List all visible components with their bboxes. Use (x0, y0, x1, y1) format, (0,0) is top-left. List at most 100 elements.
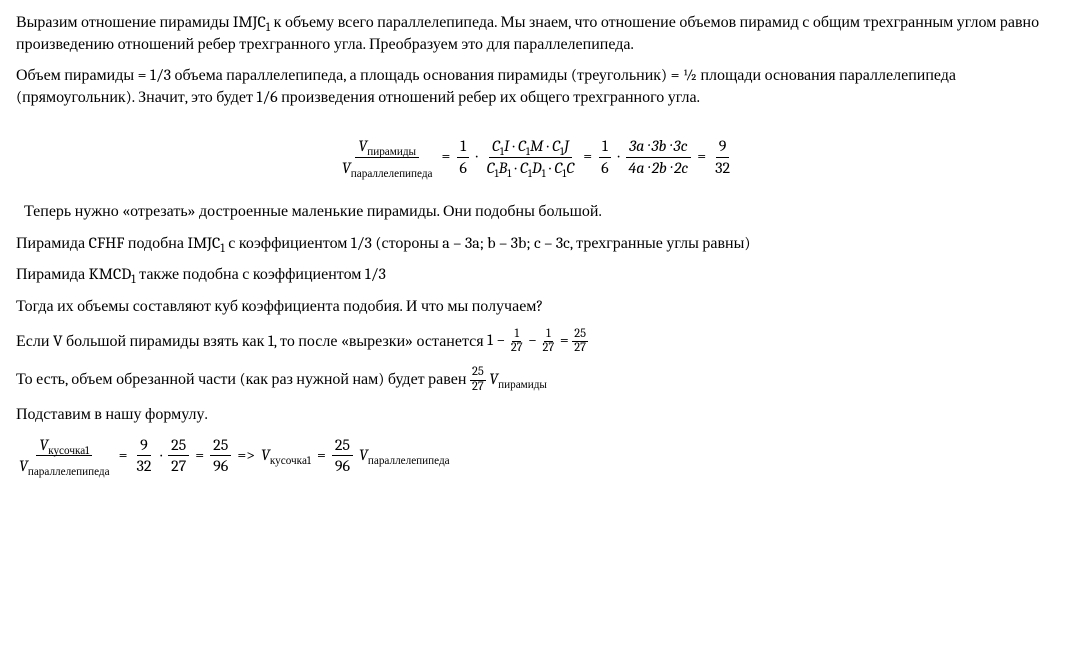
paragraph-1: Выразим отношение пирамиды IMJC1 к объем… (16, 12, 1056, 55)
formula-final: Vкусочка1 Vпараллелепипеда = 9 32 · 25 2… (16, 436, 1056, 476)
paragraph-5: Пирамида KMCD1 также подобна с коэффицие… (16, 264, 1056, 286)
equals: = (442, 146, 451, 168)
var: J (564, 137, 569, 155)
equals: = (560, 331, 572, 349)
denominator: 27 (470, 381, 486, 395)
paragraph-4: Пирамида CFHF подобна IMJC1 с коэффициен… (16, 233, 1056, 255)
var: B (499, 159, 508, 177)
denominator: 27 (509, 342, 525, 356)
subscript: 1 (542, 167, 546, 180)
fraction: 25 96 (332, 436, 353, 476)
text: также подобна с коэффициентом 1/3 (136, 265, 386, 283)
subscript: кусочка1 (270, 454, 311, 467)
subscript: пирамиды (367, 146, 416, 159)
fraction: 1 6 (456, 137, 470, 177)
var: C (518, 137, 526, 155)
paragraph-9: Подставим в нашу формулу. (16, 404, 1056, 426)
var: C (520, 159, 528, 177)
numerator: 25 (168, 436, 189, 456)
text: То есть, объем обрезанной части (как раз… (16, 370, 470, 388)
text: Выразим отношение пирамиды IMJC (16, 13, 266, 31)
numerator: 9 (716, 137, 730, 157)
fraction: Vпирамиды Vпараллелепипеда (339, 137, 436, 177)
numerator: 1 (457, 137, 469, 157)
fraction: C1I · C1M · C1J C1B1 · C1D1 · C1C (484, 137, 578, 177)
subscript: параллелепипеда (351, 167, 433, 180)
var: M (530, 137, 543, 155)
equals: = (195, 445, 204, 467)
fraction: 25 27 (470, 366, 486, 394)
fraction: 9 32 (133, 436, 154, 476)
denominator: 32 (712, 158, 733, 177)
numerator: 25 (210, 436, 231, 456)
var: V (489, 370, 498, 388)
denominator: 96 (210, 456, 231, 475)
paragraph-2: Объем пирамиды = 1/3 объема параллелепип… (16, 65, 1056, 108)
text: Пирамида KMCD (16, 265, 131, 283)
denominator: 27 (572, 342, 588, 356)
denominator: 27 (168, 456, 189, 475)
var: C (487, 159, 495, 177)
var: V (261, 446, 270, 464)
paragraph-7: Если V большой пирамиды взять как 1, то … (16, 328, 1056, 356)
numerator: 1 (512, 328, 521, 343)
paragraph-3: Теперь нужно «отрезать» достроенные мале… (16, 201, 1056, 223)
numerator: 3a · 3b · 3c (626, 137, 690, 157)
fraction: 25 27 (168, 436, 189, 476)
dot: · (160, 445, 162, 467)
var: C (552, 137, 560, 155)
subscript: 1 (507, 167, 511, 180)
var: C (492, 137, 500, 155)
fraction: 25 96 (210, 436, 231, 476)
denominator: 4a · 2b · 2c (625, 158, 691, 177)
var: V (19, 457, 28, 475)
equals: = (119, 445, 128, 467)
text: с коэффициентом 1/3 (стороны a – 3a; b –… (225, 234, 751, 252)
minus: − (528, 331, 540, 349)
var: C (566, 159, 574, 177)
var: V (39, 436, 48, 454)
var: V (359, 446, 368, 464)
numerator: 9 (137, 436, 151, 456)
var: D (532, 159, 542, 177)
numerator: 1 (544, 328, 553, 343)
numerator: 25 (332, 436, 353, 456)
subscript: параллелепипеда (28, 466, 110, 479)
subscript: кусочка1 (48, 444, 89, 457)
equals: = (317, 445, 326, 467)
paragraph-8: То есть, объем обрезанной части (как раз… (16, 366, 1056, 394)
denominator: 6 (456, 158, 470, 177)
var: V (358, 137, 367, 155)
fraction: 3a · 3b · 3c 4a · 2b · 2c (625, 137, 691, 177)
fraction: 9 32 (712, 137, 733, 177)
equals: = (697, 146, 706, 168)
fraction: 25 27 (572, 328, 588, 356)
equals: = (583, 146, 592, 168)
formula-main-ratio: Vпирамиды Vпараллелепипеда = 1 6 · C1I ·… (16, 136, 1056, 177)
denominator: 6 (598, 158, 612, 177)
dot: · (618, 146, 620, 168)
subscript: пирамиды (498, 378, 547, 391)
var: V (342, 159, 351, 177)
denominator: 27 (541, 342, 557, 356)
inline-formula-trimmed-volume: 25 27 Vпирамиды (470, 370, 547, 388)
paragraph-6: Тогда их объемы составляют куб коэффицие… (16, 296, 1056, 318)
one: 1 (487, 331, 493, 349)
fraction: Vкусочка1 Vпараллелепипеда (16, 436, 113, 476)
text: Если V большой пирамиды взять как 1, то … (16, 331, 487, 349)
dot: · (476, 146, 478, 168)
denominator: 96 (332, 456, 353, 475)
numerator: 1 (599, 137, 611, 157)
fraction: 1 27 (509, 328, 525, 356)
document-page: Выразим отношение пирамиды IMJC1 к объем… (0, 0, 1070, 506)
numerator: 25 (572, 328, 588, 343)
inline-formula-remainder: 1 − 1 27 − 1 27 = 25 27 (487, 331, 588, 349)
fraction: 1 6 (598, 137, 612, 177)
text: Пирамида CFHF подобна IMJC (16, 234, 220, 252)
arrow: => (237, 445, 255, 467)
var: I (504, 137, 509, 155)
subscript: параллелепипеда (368, 454, 450, 467)
equation: Vпирамиды Vпараллелепипеда = 1 6 · C1I ·… (339, 137, 733, 177)
denominator: 32 (133, 456, 154, 475)
minus: − (496, 331, 508, 349)
